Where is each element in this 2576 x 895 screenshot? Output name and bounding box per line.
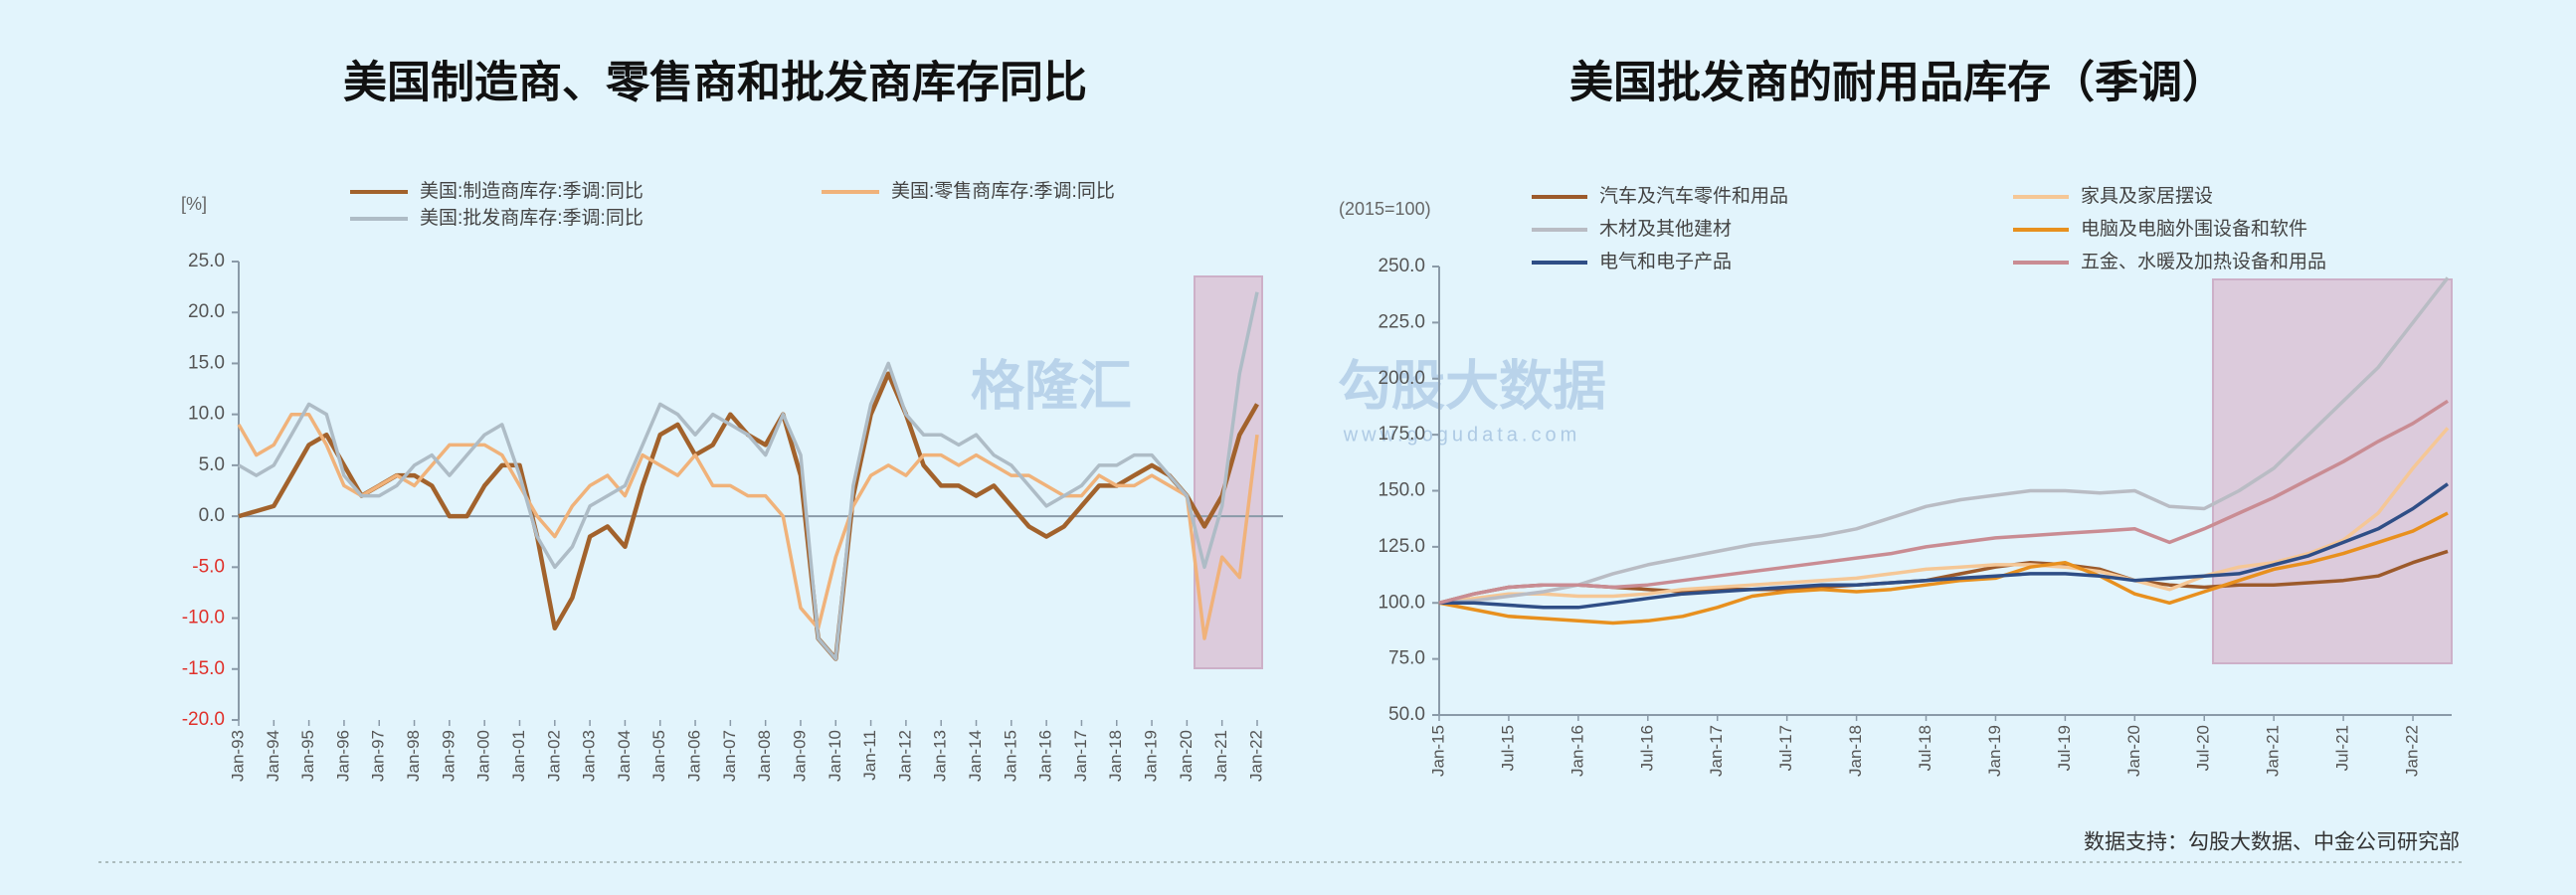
series-line	[237, 412, 1259, 640]
y-tick-label: 125.0	[1378, 536, 1425, 557]
legend-label: 美国:零售商库存:季调:同比	[891, 180, 1115, 202]
x-tick-label: Jan-00	[474, 730, 493, 782]
y-tick-label: 15.0	[188, 352, 225, 373]
x-tick-label: Jan-93	[228, 730, 247, 782]
y-tick-label: 200.0	[1378, 368, 1425, 389]
legend-label: 汽车及汽车零件和用品	[1599, 185, 1788, 207]
x-tick-label: Jan-17	[1707, 725, 1726, 777]
x-tick-label: Jan-03	[580, 730, 599, 782]
y-tick-label: -10.0	[182, 608, 225, 628]
x-tick-label: Jan-02	[544, 730, 563, 782]
x-tick-label: Jan-14	[966, 730, 985, 782]
series-line	[238, 291, 1259, 661]
source-note: 数据支持：勾股大数据、中金公司研究部	[2084, 831, 2460, 854]
y-axis-unit: (2015=100)	[1339, 199, 1431, 219]
x-tick-label: Jan-16	[1036, 730, 1055, 782]
x-tick-label: Jan-12	[895, 730, 914, 782]
legend-label: 美国:批发商库存:季调:同比	[420, 207, 644, 229]
watermark-logo: 格隆汇	[971, 356, 1132, 416]
y-tick-label: 50.0	[1388, 704, 1425, 725]
x-tick-label: Jan-20	[2124, 725, 2143, 777]
x-tick-label: Jan-99	[439, 730, 458, 782]
legend-label: 五金、水暖及加热设备和用品	[2081, 251, 2326, 272]
x-tick-label: Jan-18	[1846, 725, 1865, 777]
x-tick-label: Jan-97	[369, 730, 388, 782]
y-tick-label: 0.0	[199, 505, 225, 526]
y-tick-label: 250.0	[1378, 256, 1425, 276]
x-tick-label: Jan-04	[615, 730, 634, 782]
x-tick-label: Jan-16	[1567, 725, 1586, 777]
highlight-band	[2212, 278, 2453, 664]
x-tick-label: Jan-21	[2264, 725, 2283, 777]
y-tick-label: -20.0	[182, 709, 225, 730]
y-tick-label: 100.0	[1378, 592, 1425, 613]
legend-label: 家具及家居摆设	[2081, 185, 2213, 207]
x-tick-label: Jan-21	[1211, 730, 1230, 782]
x-tick-label: Jan-94	[264, 730, 282, 782]
x-tick-label: Jan-01	[509, 730, 528, 782]
x-tick-label: Jan-18	[1106, 730, 1125, 782]
x-tick-label: Jan-20	[1177, 730, 1196, 782]
series-line	[1438, 511, 2449, 626]
series-line	[1438, 427, 2450, 606]
y-tick-label: 10.0	[188, 404, 225, 425]
legend-label: 美国:制造商库存:季调:同比	[420, 180, 644, 202]
x-tick-label: Jul-20	[2194, 725, 2213, 771]
x-tick-label: Jan-17	[1071, 730, 1090, 782]
x-tick-label: Jan-98	[404, 730, 423, 782]
legend-label: 电气和电子产品	[1599, 251, 1732, 272]
x-tick-label: Jan-06	[685, 730, 704, 782]
chart-title: 美国批发商的耐用品库存（季调）	[1569, 59, 2226, 107]
y-tick-label: -5.0	[192, 556, 225, 577]
x-tick-label: Jul-15	[1498, 725, 1517, 771]
x-tick-label: Jan-10	[826, 730, 844, 782]
x-tick-label: Jul-17	[1776, 725, 1795, 771]
chart-title: 美国制造商、零售商和批发商库存同比	[343, 59, 1087, 107]
y-tick-label: 75.0	[1388, 648, 1425, 669]
x-tick-label: Jan-08	[755, 730, 774, 782]
y-tick-label: 150.0	[1378, 480, 1425, 501]
x-tick-label: Jan-19	[1142, 730, 1161, 782]
x-tick-label: Jul-21	[2333, 725, 2352, 771]
series-line	[1438, 399, 2449, 605]
series-line	[1439, 482, 2450, 610]
x-tick-label: Jul-18	[1916, 725, 1934, 771]
y-tick-label: 20.0	[188, 301, 225, 322]
x-tick-label: Jul-19	[2055, 725, 2074, 771]
y-tick-label: 175.0	[1378, 424, 1425, 445]
x-tick-label: Jan-96	[333, 730, 352, 782]
legend-label: 电脑及电脑外围设备和软件	[2081, 218, 2307, 240]
y-tick-label: 5.0	[199, 454, 225, 475]
legend-label: 木材及其他建材	[1599, 218, 1732, 240]
y-tick-label: 225.0	[1378, 311, 1425, 332]
watermark-brand: 勾股大数据	[1338, 356, 1606, 416]
watermark-url: www.gogudata.com	[1343, 424, 1581, 446]
x-tick-label: Jul-16	[1637, 725, 1656, 771]
y-axis-unit: [%]	[181, 194, 207, 214]
x-tick-label: Jan-19	[1985, 725, 2004, 777]
x-tick-label: Jan-11	[860, 730, 879, 781]
x-tick-label: Jan-07	[720, 730, 739, 782]
y-tick-label: 25.0	[188, 251, 225, 271]
series-line	[1438, 276, 2450, 606]
x-tick-label: Jan-13	[931, 730, 950, 782]
x-tick-label: Jan-15	[1001, 730, 1019, 782]
x-tick-label: Jan-05	[649, 730, 668, 782]
x-tick-label: Jan-22	[2403, 725, 2422, 777]
x-tick-label: Jan-15	[1428, 725, 1447, 777]
x-tick-label: Jan-22	[1246, 730, 1265, 782]
x-tick-label: Jan-09	[790, 730, 809, 782]
x-tick-label: Jan-95	[298, 730, 317, 782]
y-tick-label: -15.0	[182, 658, 225, 679]
